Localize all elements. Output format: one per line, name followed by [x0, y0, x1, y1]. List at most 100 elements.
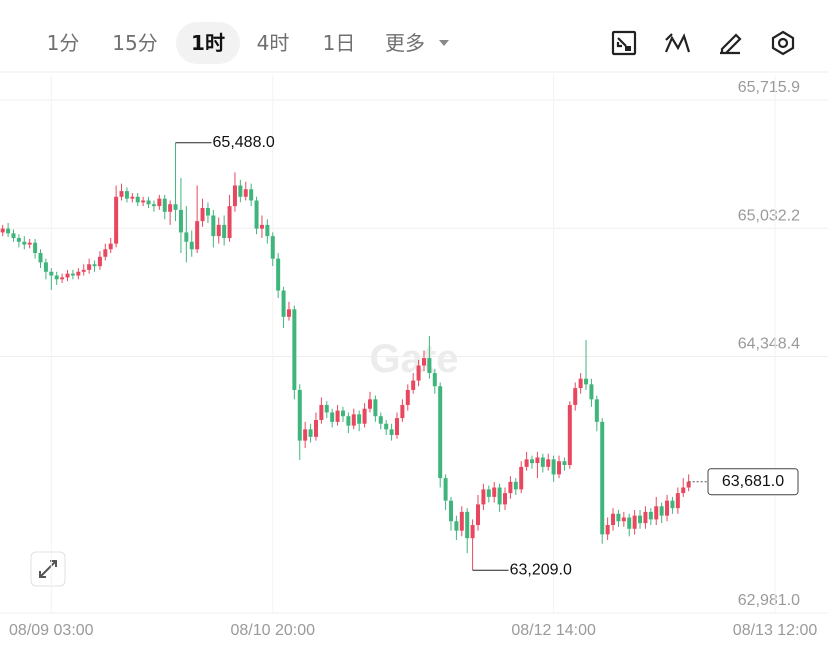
- icon-screen[interactable]: [611, 30, 637, 56]
- candle-body: [286, 309, 291, 317]
- candle-body: [22, 241, 27, 245]
- candle-body: [513, 481, 518, 490]
- candle-body: [238, 185, 243, 197]
- candle-body: [162, 198, 167, 212]
- x-tick-label: 08/12 14:00: [511, 622, 596, 639]
- tab[interactable]: 更多: [385, 31, 425, 55]
- candle-body: [351, 414, 356, 426]
- candle-body: [584, 378, 589, 385]
- toolbar: 1分 15分 1时 4时 1日 更多: [0, 0, 828, 72]
- candle-body: [178, 209, 183, 233]
- candle-body: [643, 511, 648, 524]
- extreme-label: 63,209.0: [510, 561, 572, 578]
- candle-body: [0, 228, 5, 233]
- candle-body: [492, 487, 497, 497]
- candle-body: [675, 493, 680, 509]
- candle-body: [540, 457, 545, 467]
- candle-body: [243, 189, 248, 197]
- candle-body: [551, 459, 556, 475]
- candle-body: [81, 269, 86, 272]
- candle-body: [594, 399, 599, 422]
- candle-body: [281, 290, 286, 317]
- candle-body: [438, 386, 443, 479]
- y-tick-label: 65,032.2: [738, 207, 800, 224]
- tab[interactable]: 1分: [46, 31, 80, 55]
- icon-settings[interactable]: [771, 30, 795, 56]
- candle-body: [216, 224, 221, 237]
- candle-body: [265, 224, 270, 237]
- watermark: Gate: [370, 337, 459, 381]
- candle-body: [340, 410, 345, 417]
- candle-body: [130, 196, 135, 199]
- candle-body: [103, 249, 108, 257]
- candle-body: [60, 277, 65, 280]
- candle-body: [567, 404, 572, 465]
- candle-body: [70, 273, 75, 276]
- candle-body: [211, 215, 216, 237]
- candle-body: [503, 493, 508, 505]
- candle-body: [319, 404, 324, 420]
- candle-body: [184, 232, 189, 242]
- candle-body: [195, 221, 200, 250]
- candle-body: [508, 481, 513, 494]
- candle-body: [270, 236, 275, 259]
- icon-draw[interactable]: [720, 33, 742, 55]
- candle-body: [621, 517, 626, 522]
- icon-indicator[interactable]: [664, 33, 691, 53]
- y-tick-label: 64,348.4: [738, 336, 800, 353]
- candle-body: [330, 412, 335, 422]
- candle-body: [168, 204, 173, 212]
- candle-body: [335, 410, 340, 422]
- candle-body: [151, 204, 156, 207]
- candle-body: [427, 358, 432, 374]
- candle-body: [254, 200, 259, 229]
- candle-body: [249, 189, 254, 201]
- tab[interactable]: 1时: [176, 22, 240, 64]
- candle-body: [605, 525, 610, 535]
- candle-body: [16, 238, 21, 242]
- candle-body: [648, 511, 653, 520]
- candle-body: [222, 224, 227, 239]
- candle-body: [394, 418, 399, 435]
- y-tick-label: 65,715.9: [738, 79, 800, 96]
- candle-body: [400, 404, 405, 419]
- tab[interactable]: 15分: [112, 31, 158, 55]
- candle-body: [681, 487, 686, 494]
- candle-body: [389, 429, 394, 435]
- candle-body: [54, 275, 59, 280]
- candle-body: [49, 271, 54, 276]
- candle-body: [108, 243, 113, 250]
- candle-body: [33, 242, 38, 254]
- candle-body: [11, 233, 16, 239]
- candle-body: [87, 264, 92, 270]
- candle-body: [627, 517, 632, 529]
- candle-body: [632, 515, 637, 529]
- candle-body: [535, 457, 540, 464]
- candle-body: [313, 419, 318, 437]
- candle-body: [119, 191, 124, 197]
- candle-body: [416, 365, 421, 381]
- candle-body: [292, 309, 297, 390]
- candle-body: [227, 206, 232, 239]
- candle-body: [659, 506, 664, 516]
- candle-body: [497, 487, 502, 505]
- candle-body: [470, 525, 475, 539]
- candle-body: [297, 389, 302, 441]
- candle-body: [38, 253, 43, 263]
- candle-body: [173, 204, 178, 210]
- candle-body: [421, 358, 426, 366]
- candle-body: [654, 506, 659, 520]
- y-tick-label: 62,981.0: [738, 592, 800, 609]
- candle-body: [6, 228, 11, 234]
- tab[interactable]: 1日: [322, 31, 356, 55]
- candle-body: [476, 504, 481, 526]
- tab[interactable]: 4时: [256, 31, 290, 55]
- x-tick-label: 08/09 03:00: [9, 622, 94, 639]
- candle-body: [232, 185, 237, 207]
- candle-body: [76, 271, 81, 276]
- expand-button[interactable]: [30, 551, 66, 587]
- candle-body: [367, 399, 372, 409]
- candle-body: [303, 429, 308, 441]
- candle-body: [157, 198, 162, 207]
